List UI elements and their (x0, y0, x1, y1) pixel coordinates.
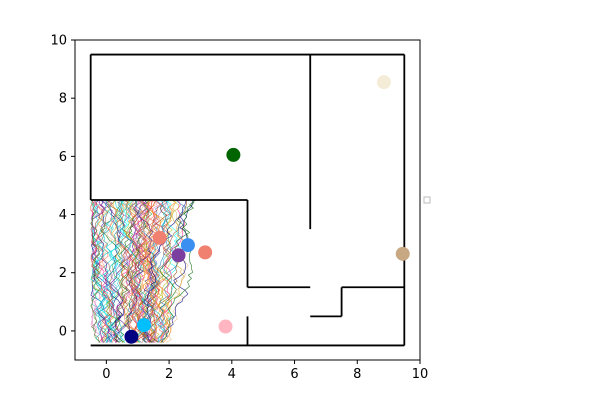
goal-point (180, 238, 195, 253)
y-tick-label: 6 (59, 150, 67, 165)
trajectory-line (103, 199, 140, 343)
goal-point (226, 147, 241, 162)
trajectory-line (142, 199, 187, 343)
goal-point (376, 75, 391, 90)
y-tick-label: 10 (50, 34, 67, 49)
trajectory-line (120, 199, 150, 343)
trajectory-line (91, 200, 114, 343)
legend-marker (423, 196, 431, 204)
x-axis-ticks: 0 2 4 6 8 10 (102, 360, 428, 382)
plot-frame (74, 39, 421, 361)
trajectory-line (140, 199, 187, 343)
goal-point (137, 318, 151, 333)
trajectory-line (127, 199, 160, 343)
goal-point (171, 248, 186, 263)
trajectory-line (143, 199, 174, 343)
trajectory-line (144, 199, 172, 343)
trajectory-line (141, 199, 163, 343)
y-tick-label: 8 (59, 92, 67, 107)
goal-point (124, 329, 139, 344)
trajectory-line (157, 199, 186, 343)
trajectory-line (118, 199, 148, 343)
goal-point (218, 319, 233, 334)
trajectory-line (160, 199, 179, 343)
trajectory-line (98, 199, 124, 343)
trajectory-line (160, 199, 196, 343)
trajectory-line (95, 201, 138, 343)
trajectory-line (127, 199, 157, 343)
y-tick-label: 0 (59, 324, 67, 339)
x-tick-label: 10 (412, 367, 429, 382)
trajectory-line (90, 199, 101, 343)
trajectory-line (90, 202, 101, 343)
x-tick-label: 6 (290, 367, 298, 382)
trajectory-line (136, 202, 160, 343)
trajectory-line (152, 199, 185, 343)
trajectory-line (129, 204, 168, 343)
trajectory-line (97, 199, 127, 343)
x-tick-label: 2 (165, 367, 173, 382)
goal-point (395, 246, 410, 261)
trajectory-line (112, 199, 138, 343)
y-axis-ticks: 0 2 4 6 8 10 (50, 34, 75, 339)
x-tick-label: 0 (102, 367, 110, 382)
trajectory-line (122, 199, 162, 343)
trajectory-line (112, 199, 139, 343)
trajectory-line (116, 199, 139, 343)
trajectory-line (90, 200, 116, 343)
x-tick-label: 4 (228, 367, 236, 382)
maze-walls (89, 53, 406, 347)
y-tick-label: 2 (59, 266, 67, 281)
goal-point (152, 230, 167, 245)
y-tick-label: 4 (59, 208, 67, 223)
x-tick-label: 8 (353, 367, 361, 382)
goal-point (198, 245, 213, 260)
trajectory-line (95, 199, 123, 343)
trajectory-line (142, 199, 167, 343)
goal-points (124, 75, 410, 344)
trajectory-line (132, 202, 175, 343)
